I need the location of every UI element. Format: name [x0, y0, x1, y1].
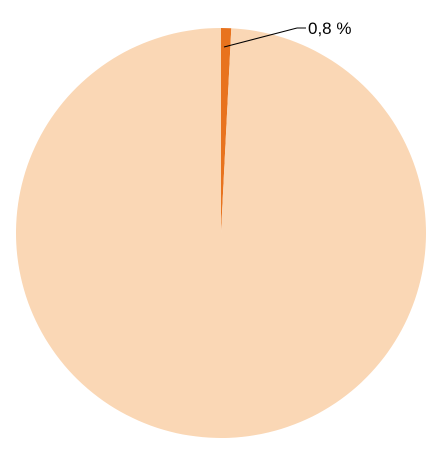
pie-slice-1: [15, 28, 427, 438]
data-label-small-slice: 0,8 %: [308, 19, 351, 38]
pie-slice-0: [221, 28, 232, 233]
data-label-leader-line: [223, 27, 298, 48]
pie-slices: [15, 28, 427, 438]
